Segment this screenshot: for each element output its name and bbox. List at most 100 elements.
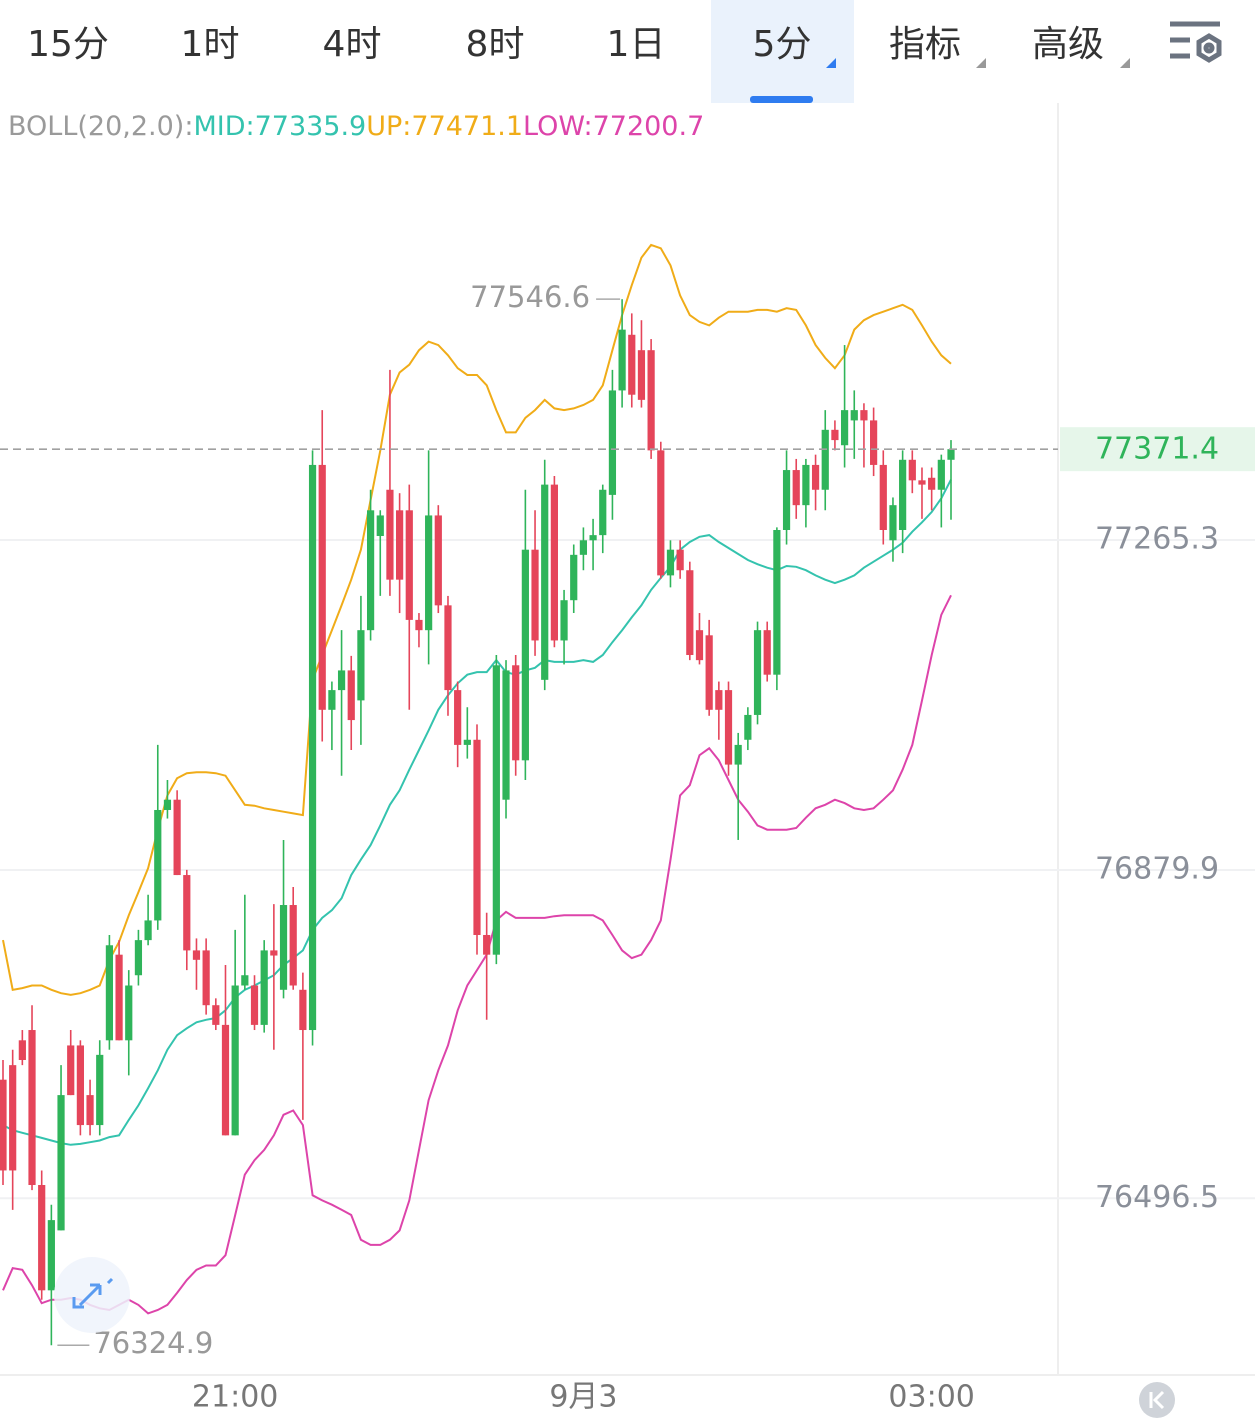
dropdown-caret <box>976 58 986 68</box>
candle-body <box>299 989 307 1031</box>
candle-body <box>425 515 433 631</box>
tab[interactable]: 高级 <box>1032 24 1104 65</box>
button-icon <box>72 1277 114 1309</box>
candle-body <box>628 334 636 395</box>
settings-icon[interactable] <box>1170 21 1222 63</box>
candle-body <box>231 985 239 1136</box>
tab[interactable]: 指标 <box>889 24 961 65</box>
tab[interactable]: 1日 <box>607 24 666 65</box>
candle-body <box>415 619 423 631</box>
candle-body <box>870 420 878 465</box>
candle-body <box>657 450 665 576</box>
candle-body <box>928 477 936 490</box>
candle-body <box>560 600 568 641</box>
candle-body <box>376 515 384 536</box>
candle-body <box>337 670 346 691</box>
y-tick-label: 77265.3 <box>1095 522 1219 557</box>
candle-body <box>695 630 704 661</box>
tab[interactable]: 8时 <box>466 24 525 65</box>
candle-body <box>899 459 907 530</box>
candle-body <box>454 690 462 745</box>
candle-body <box>512 665 520 761</box>
tab[interactable]: 4时 <box>323 24 382 65</box>
candle-body <box>840 410 849 446</box>
candle-body <box>531 549 539 641</box>
candle-body <box>879 464 887 530</box>
candle-body <box>173 799 181 876</box>
candle-body <box>666 549 675 576</box>
candle-body <box>192 950 201 960</box>
tab[interactable]: 5分 <box>753 24 812 65</box>
candle-body <box>579 540 588 555</box>
candle-body <box>28 1030 36 1186</box>
candle-body <box>96 1054 104 1126</box>
candle-body <box>444 605 452 691</box>
candle-body <box>347 670 355 721</box>
candle-body <box>753 630 762 715</box>
x-tick-label: 21:00 <box>192 1380 278 1415</box>
candle-body <box>270 950 278 956</box>
candle-body <box>744 714 752 740</box>
button-icon <box>1149 1390 1165 1410</box>
candle-body <box>260 950 268 1025</box>
y-tick-label: 76879.9 <box>1095 852 1219 887</box>
scroll-latest-button[interactable] <box>1139 1382 1175 1418</box>
candle-body <box>279 905 288 990</box>
candle-body <box>202 950 210 1006</box>
candle-body <box>38 1185 46 1291</box>
icon-dot <box>1203 42 1215 54</box>
candle-body <box>570 554 578 601</box>
y-tick-label: 76496.5 <box>1095 1180 1219 1215</box>
candle-body <box>105 945 114 1041</box>
candle-body <box>918 480 926 485</box>
candle-body <box>86 1095 94 1126</box>
legend-entry: LOW:77200.7 <box>523 111 704 142</box>
candle-body <box>715 690 723 710</box>
indicator-line <box>2 594 952 1315</box>
active-tab-bg <box>711 0 854 103</box>
legend-entry: MID:77335.9 <box>193 111 366 142</box>
indicator-line <box>2 479 952 1146</box>
candle-body <box>134 940 143 976</box>
last-price-label: 77371.4 <box>1095 432 1219 467</box>
candle-body <box>937 459 945 490</box>
candle-body <box>57 1095 65 1231</box>
last-price-box <box>1060 427 1255 472</box>
candle-body <box>163 799 172 810</box>
min-label: 76324.9 <box>93 1326 213 1360</box>
tab[interactable]: 15分 <box>27 24 109 65</box>
candles <box>0 299 955 1346</box>
candle-body <box>0 1079 7 1171</box>
labels: 77265.3 76879.9 76496.5 21:00 9月3 03:00 77371.… <box>0 280 1255 1415</box>
candle-body <box>637 350 646 400</box>
candle-body <box>831 429 839 441</box>
icon-hexagon <box>1196 33 1222 63</box>
candle-body <box>76 1045 84 1126</box>
candle-body <box>386 489 394 580</box>
grid <box>0 539 1255 1200</box>
candle-body <box>47 1220 55 1291</box>
candle-body <box>734 744 742 765</box>
expand-button[interactable] <box>54 1257 130 1333</box>
candle-body <box>241 975 249 986</box>
tab[interactable]: 1时 <box>181 24 240 65</box>
candle-body <box>221 1024 230 1136</box>
candle-body <box>492 665 500 955</box>
candle-body <box>763 630 771 675</box>
candle-body <box>908 459 916 481</box>
candle-body <box>67 1045 75 1096</box>
candle-body <box>947 449 955 460</box>
candle-body <box>792 470 800 506</box>
candle-body <box>250 985 259 1025</box>
dropdown-caret <box>826 58 836 68</box>
candle-body <box>521 549 529 761</box>
candle-body <box>473 739 481 935</box>
candle-body <box>308 464 317 1031</box>
candle-body <box>483 934 491 955</box>
candle-body <box>608 390 617 495</box>
candle-body <box>18 1040 26 1060</box>
candle-body <box>289 905 297 986</box>
candle-body <box>154 809 162 921</box>
